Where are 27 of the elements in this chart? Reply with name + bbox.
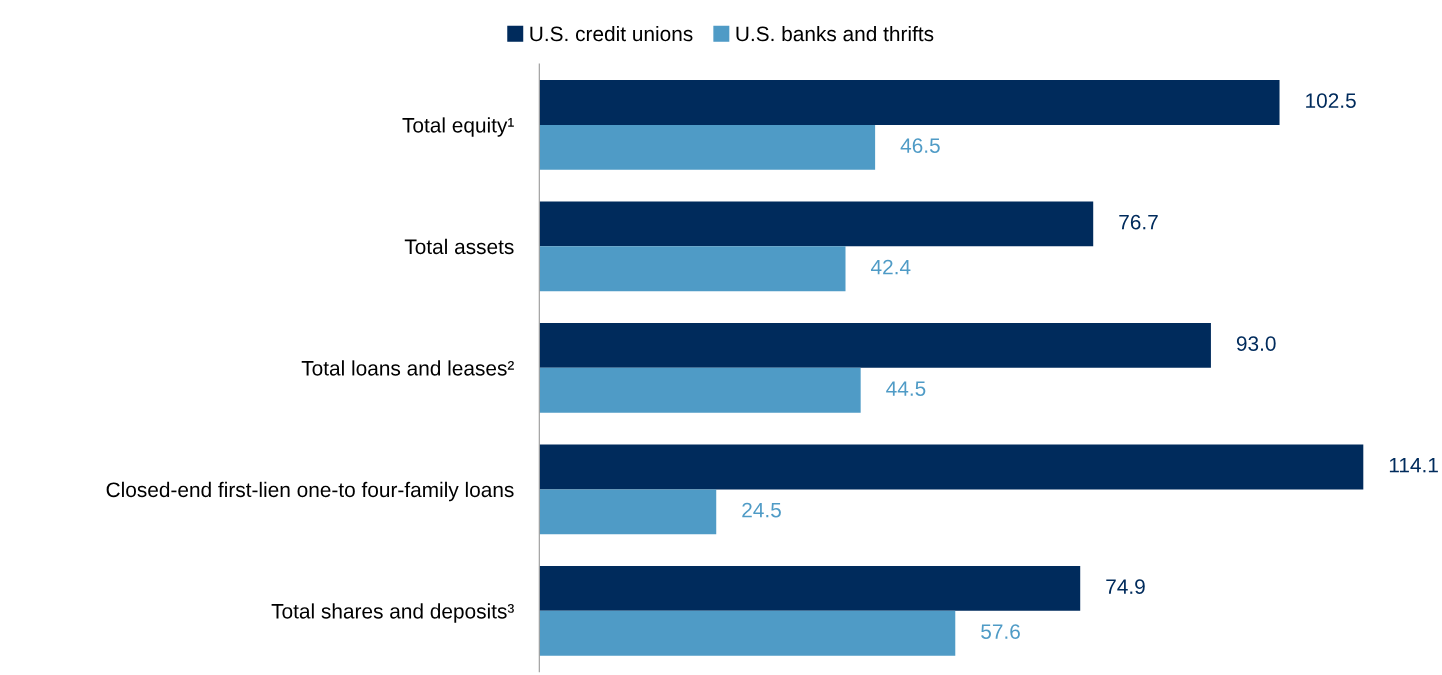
data-label: 114.1 bbox=[1389, 457, 1438, 473]
y-tick-label: Total loans and leases² bbox=[301, 360, 514, 376]
data-label: 93.0 bbox=[1236, 336, 1276, 351]
bar bbox=[539, 201, 1094, 247]
y-tick-label: Total equity¹ bbox=[402, 117, 514, 137]
bar bbox=[539, 246, 846, 292]
data-label: 76.7 bbox=[1119, 214, 1158, 230]
legend-label: U.S. credit unions bbox=[530, 25, 693, 42]
data-label: 74.9 bbox=[1106, 579, 1145, 594]
data-label: 24.5 bbox=[742, 502, 781, 518]
data-label: 102.5 bbox=[1306, 93, 1356, 108]
y-tick-label: Closed-end first-lien one-to four-family loans bbox=[106, 481, 514, 502]
y-tick-label: Total assets bbox=[404, 238, 514, 255]
data-label: 44.5 bbox=[886, 381, 926, 396]
bar bbox=[539, 322, 1211, 368]
legend-label: U.S. banks and thrifts bbox=[736, 25, 934, 42]
bar bbox=[539, 489, 717, 535]
bar bbox=[539, 565, 1081, 611]
bar bbox=[539, 124, 876, 170]
bar bbox=[539, 610, 956, 656]
bar bbox=[539, 79, 1280, 125]
bar bbox=[539, 367, 861, 413]
data-label: 57.6 bbox=[981, 624, 1020, 639]
data-label: 42.4 bbox=[870, 259, 911, 275]
data-label: 46.5 bbox=[900, 138, 940, 153]
y-tick-label: Total shares and deposits³ bbox=[271, 603, 514, 623]
bar bbox=[539, 444, 1364, 490]
